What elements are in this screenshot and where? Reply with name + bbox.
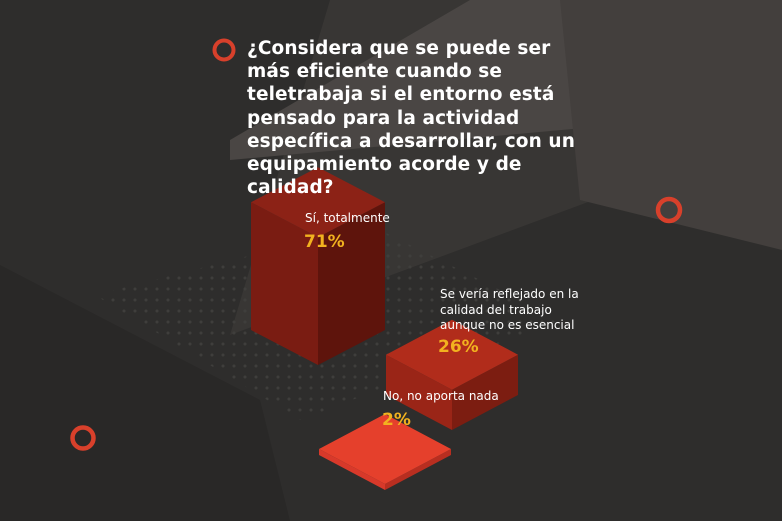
value-label-si-totalmente: 71% [304,232,345,252]
decorative-ring-top [212,38,236,62]
category-label-no-aporta-nada: No, no aporta nada [383,389,499,405]
category-label-si-totalmente: Sí, totalmente [305,211,390,227]
bar-face-left [251,202,318,365]
bar-face-right [385,449,451,490]
value-label-calidad-del-trabajo: 26% [438,337,479,357]
bar-face-right [452,354,518,430]
chart-title: ¿Considera que se puede ser más eficient… [247,38,575,199]
category-label-calidad-del-trabajo: Se vería reflejado en la calidad del tra… [440,287,640,334]
category-label-line: Sí, totalmente [305,211,390,225]
bar-face-top [251,167,385,238]
category-label-line: No, no aporta nada [383,389,499,403]
bar-si-totalmente [251,167,385,365]
category-label-line: calidad del trabajo [440,302,552,317]
bar-no-aporta-nada [319,414,451,490]
bar-face-top [386,319,518,390]
decorative-ring-right [655,196,683,224]
category-label-line: Se vería reflejado en la [440,287,579,301]
bar-face-left [319,449,385,490]
decorative-ring-bottom [70,425,96,451]
bar-face-left [386,354,452,430]
category-label-line: aunque no es esencial [440,318,575,332]
bar-chart [251,167,518,490]
bar-face-right [318,202,385,365]
bar-face-top [319,414,451,484]
bar-calidad-del-trabajo [386,319,518,430]
background-shadow-shape [0,265,290,521]
value-label-no-aporta-nada: 2% [382,410,411,430]
background-right-shape [560,0,782,250]
